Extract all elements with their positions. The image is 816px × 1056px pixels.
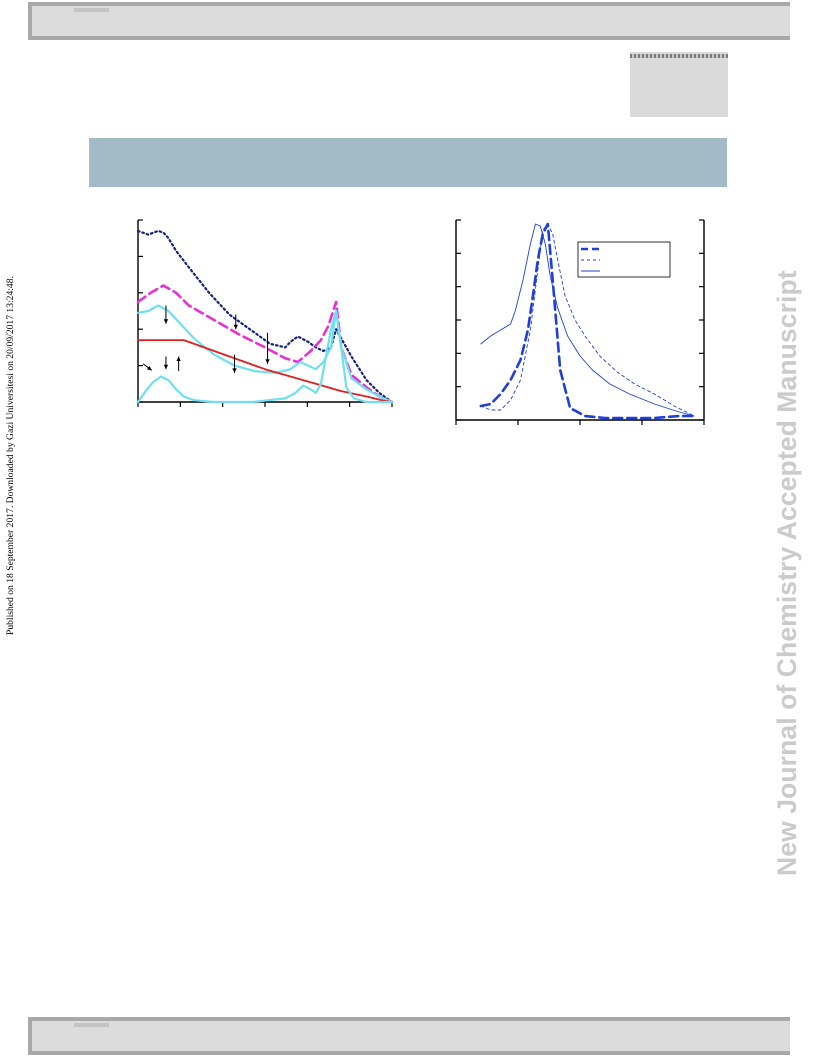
- series-line-1: [480, 223, 695, 417]
- header-shade: [74, 8, 109, 12]
- journal-watermark: New Journal of Chemistry Accepted Manusc…: [772, 270, 802, 876]
- footer-band: [28, 1017, 790, 1055]
- footer-shade: [74, 1023, 109, 1027]
- annotation-arrow-head-3: [163, 319, 169, 324]
- annotation-arrow-head-6: [146, 365, 152, 371]
- series-line-3: [137, 339, 393, 403]
- annotation-arrow-head-2: [232, 368, 237, 373]
- annotation-arrow-head-1: [265, 359, 270, 364]
- series-line-2: [480, 223, 695, 417]
- header-band: [28, 2, 790, 40]
- published-note: Published on 18 September 2017. Download…: [5, 276, 16, 635]
- legend-box: [577, 241, 671, 278]
- series-line-0: [136, 229, 394, 404]
- annotation-arrow-head-5: [176, 356, 181, 362]
- series-line-1: [136, 284, 394, 404]
- annotation-arrow-head-4: [163, 364, 169, 370]
- title-band: [89, 138, 727, 187]
- series-line-4: [136, 309, 394, 404]
- journal-logo-strip: [630, 54, 728, 58]
- journal-logo-box: [630, 52, 728, 117]
- series-line-2: [136, 304, 394, 404]
- annotation-arrow-head-0: [233, 324, 238, 330]
